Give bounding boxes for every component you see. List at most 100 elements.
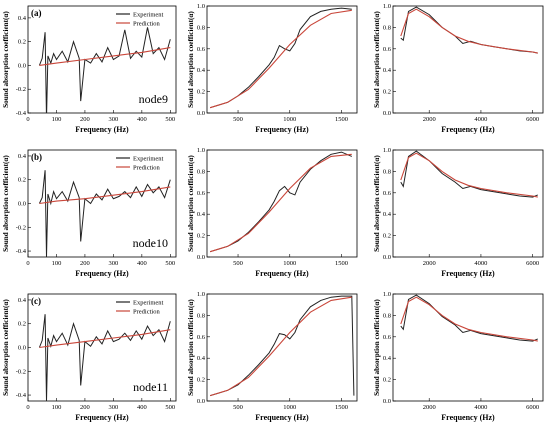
y-tick-label: 0.8 <box>383 312 391 319</box>
y-tick-label: 0.6 <box>383 46 392 53</box>
y-tick-label: 0.2 <box>383 377 391 384</box>
y-tick-label: 0.0 <box>18 345 26 352</box>
y-tick-label: 0.8 <box>197 168 205 175</box>
legend-entry: Prediction <box>133 165 160 172</box>
x-tick-label: 4000 <box>474 404 487 411</box>
x-tick-label: 1500 <box>335 116 348 123</box>
y-tick-label: 0.2 <box>18 39 26 46</box>
y-tick-label: 1.0 <box>197 291 205 298</box>
prediction-series-line <box>39 329 171 349</box>
chart-panel: 0.0 0.2 0.4 0.6 0.8 1.0 2000 4000 6000 Frequency … <box>373 291 544 422</box>
x-tick-label: 1000 <box>283 116 296 123</box>
y-tick-label: 0.4 <box>383 211 392 218</box>
experiment-series-line <box>38 314 171 401</box>
prediction-series-line <box>39 47 171 66</box>
panel-letter: (c) <box>31 296 41 306</box>
y-tick-label: 0.0 <box>197 110 205 117</box>
experiment-series-line <box>400 6 538 54</box>
y-tick-label: 0.4 <box>18 15 27 22</box>
experiment-series-line <box>209 7 352 109</box>
x-tick-label: 500 <box>233 404 243 411</box>
y-tick-label: 0.0 <box>383 110 391 117</box>
x-tick-label: 4000 <box>474 116 487 123</box>
y-tick-label: -0.2 <box>16 224 26 231</box>
y-tick-label: 1.0 <box>383 291 391 298</box>
panel-letter: (a) <box>31 8 42 18</box>
y-tick-label: 0.2 <box>383 89 391 96</box>
y-tick-label: 0.4 <box>18 153 27 160</box>
x-axis-label: Frequency (Hz) <box>441 125 495 134</box>
x-tick-label: 2000 <box>423 404 436 411</box>
x-tick-label: 100 <box>52 260 62 267</box>
x-tick-label: 500 <box>165 116 175 123</box>
legend-entry: Experiment <box>133 300 164 307</box>
plot-frame <box>392 5 544 114</box>
y-tick-label: 0.0 <box>383 398 391 405</box>
chart-panel: -0.4 -0.2 0.0 0.2 0.4 0 100 200 300 400 500 Frequen… <box>2 293 177 422</box>
chart-panel: -0.4 -0.2 0.0 0.2 0.4 0 100 200 300 400 500 Frequen… <box>2 149 177 278</box>
legend-entry: Prediction <box>133 309 160 316</box>
y-axis-label: Sound absorption coefficient(α) <box>373 11 381 108</box>
y-tick-label: 0.4 <box>197 355 206 362</box>
y-tick-label: 0.4 <box>197 67 206 74</box>
y-tick-label: 0.6 <box>383 190 392 197</box>
x-axis-label: Frequency (Hz) <box>441 413 495 422</box>
x-axis-label: Frequency (Hz) <box>441 269 495 278</box>
y-tick-label: 0.2 <box>18 321 26 328</box>
y-tick-label: -0.2 <box>16 368 26 375</box>
x-tick-label: 1500 <box>335 260 348 267</box>
y-axis-label: Sound absorption coefficient(α) <box>373 155 381 252</box>
y-tick-label: -0.4 <box>16 248 27 255</box>
y-tick-label: 0.6 <box>197 334 206 341</box>
x-tick-label: 300 <box>109 260 119 267</box>
x-axis-label: Frequency (Hz) <box>255 413 309 422</box>
y-axis-label: Sound absorption coefficient(α) <box>187 155 195 252</box>
y-tick-label: 0.6 <box>197 46 206 53</box>
x-tick-label: 1000 <box>283 404 296 411</box>
node-annotation: node10 <box>133 236 168 250</box>
experiment-series-line <box>38 27 171 113</box>
y-tick-label: -0.2 <box>16 86 26 93</box>
node-annotation: node11 <box>133 380 168 394</box>
chart-panel: 0.0 0.2 0.4 0.6 0.8 1.0 500 1000 1500 Frequency (… <box>187 291 358 422</box>
x-tick-label: 300 <box>109 116 119 123</box>
y-tick-label: 0.8 <box>197 312 205 319</box>
experiment-series-line <box>400 294 538 342</box>
y-tick-label: 1.0 <box>383 3 391 10</box>
x-axis-label: Frequency (Hz) <box>75 269 129 278</box>
y-tick-label: 0.2 <box>197 233 205 240</box>
y-tick-label: 0.4 <box>383 355 392 362</box>
x-tick-label: 200 <box>80 260 90 267</box>
x-tick-label: 300 <box>109 404 119 411</box>
y-tick-label: 0.6 <box>383 334 392 341</box>
x-tick-label: 0 <box>26 404 29 411</box>
x-tick-label: 500 <box>233 116 243 123</box>
y-tick-label: 0.8 <box>383 24 391 31</box>
y-tick-label: 0.2 <box>18 177 26 184</box>
y-tick-label: 0.0 <box>18 62 26 69</box>
x-axis-label: Frequency (Hz) <box>255 125 309 134</box>
chart-panel: 0.0 0.2 0.4 0.6 0.8 1.0 2000 4000 6000 Frequency … <box>373 3 544 134</box>
y-tick-label: 0.0 <box>197 254 205 261</box>
prediction-series-line <box>400 8 538 54</box>
chart-panel: 0.0 0.2 0.4 0.6 0.8 1.0 2000 4000 6000 Frequency … <box>373 147 544 278</box>
plot-frame <box>206 5 358 114</box>
x-tick-label: 400 <box>137 260 147 267</box>
x-tick-label: 2000 <box>423 260 436 267</box>
x-tick-label: 0 <box>26 260 29 267</box>
y-tick-label: 0.2 <box>383 233 391 240</box>
x-tick-label: 400 <box>137 116 147 123</box>
y-axis-label: Sound absorption coefficient(α) <box>2 155 10 252</box>
prediction-series-line <box>39 186 171 205</box>
prediction-series-line <box>400 152 538 198</box>
plot-frame <box>392 293 544 402</box>
prediction-series-line <box>209 9 352 109</box>
y-axis-label: Sound absorption coefficient(α) <box>187 11 195 108</box>
y-axis-label: Sound absorption coefficient(α) <box>373 299 381 396</box>
y-tick-label: 1.0 <box>197 147 205 154</box>
x-tick-label: 4000 <box>474 260 487 267</box>
panel-letter: (b) <box>31 152 42 162</box>
y-tick-label: 0.0 <box>18 201 26 208</box>
x-tick-label: 6000 <box>526 260 539 267</box>
